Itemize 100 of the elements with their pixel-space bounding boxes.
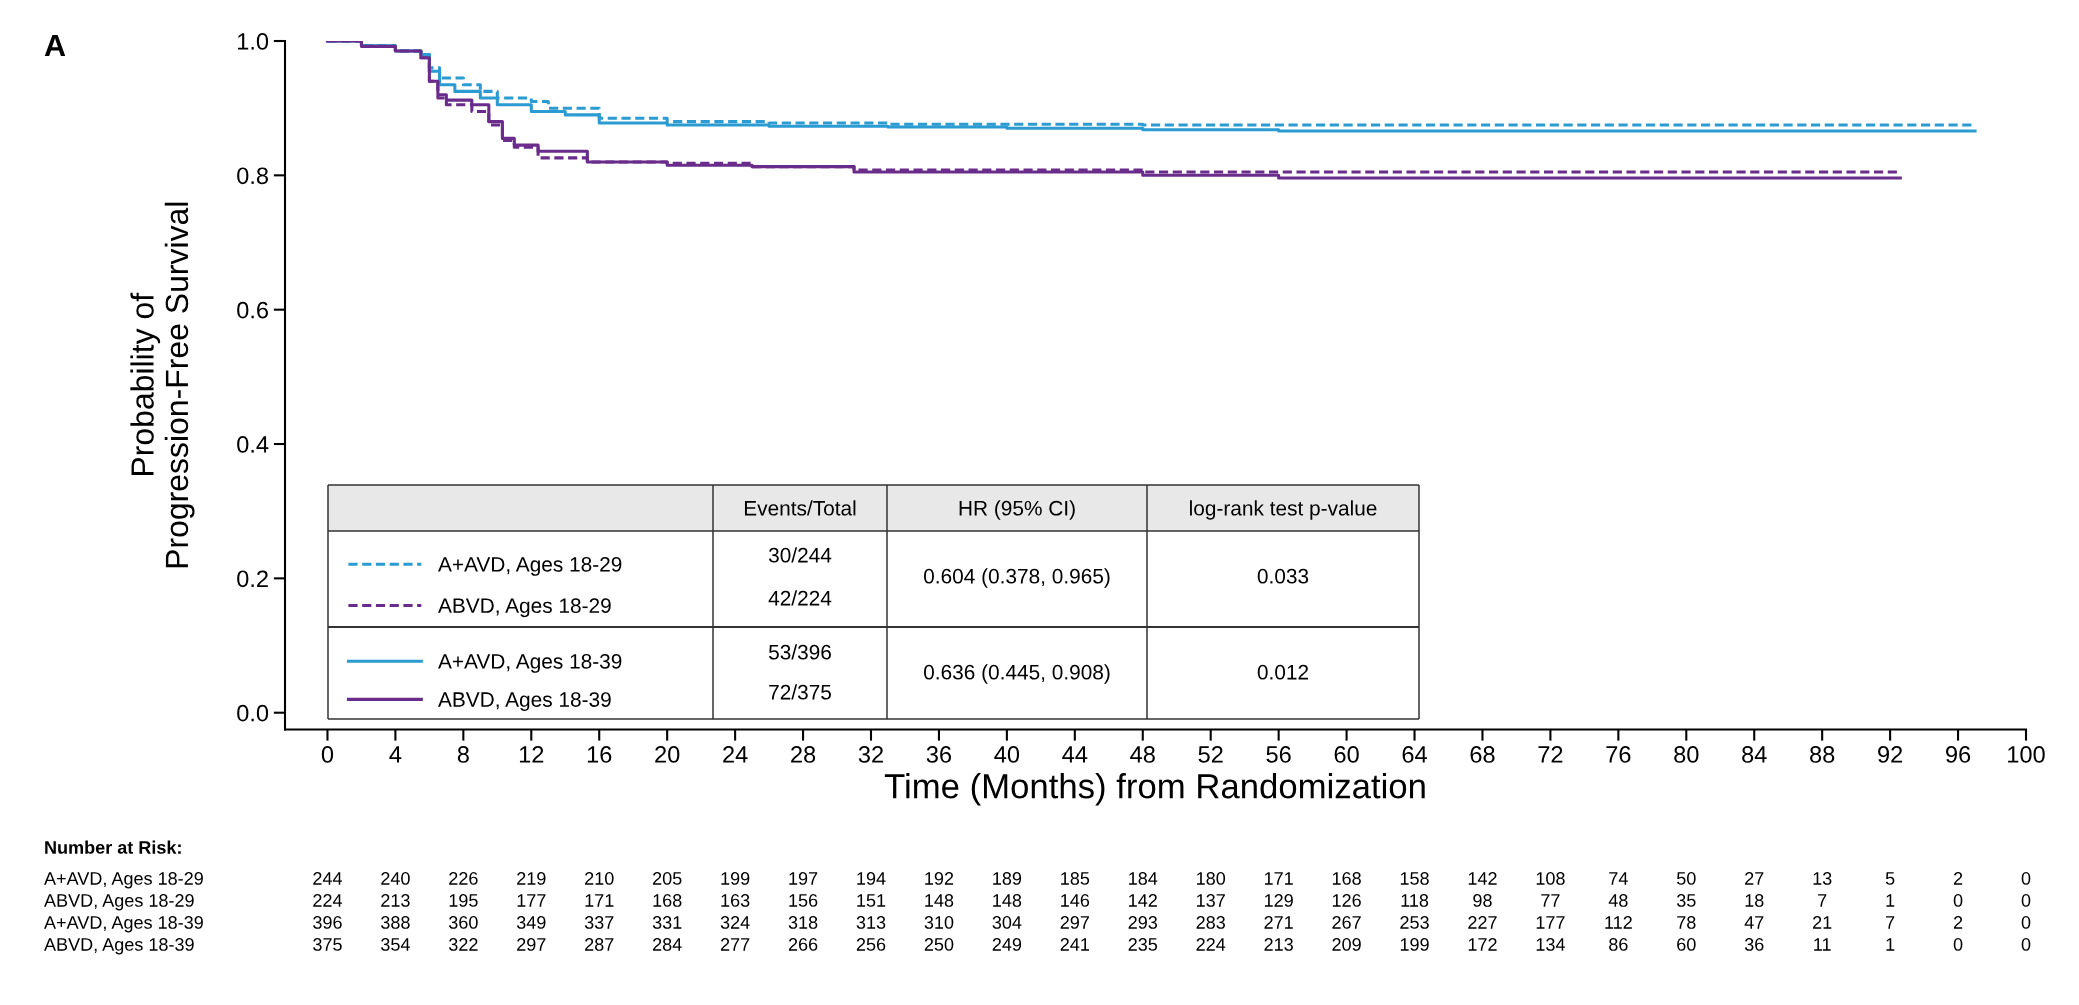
text: 266 <box>788 938 818 951</box>
text: 256 <box>856 938 886 951</box>
text: 219 <box>517 872 546 885</box>
text: 185 <box>1061 872 1090 885</box>
text: 226 <box>449 872 478 885</box>
text: 142 <box>1468 872 1497 885</box>
text: 210 <box>585 872 614 885</box>
text: 197 <box>789 872 818 885</box>
text: 283 <box>1196 916 1225 929</box>
text: 137 <box>1197 894 1225 907</box>
text: 1 <box>1886 938 1895 951</box>
text: Number at Risk: <box>45 840 181 854</box>
text: 253 <box>1400 916 1429 929</box>
text: 199 <box>721 872 750 885</box>
text: 171 <box>1264 872 1293 885</box>
annotation: 72/375 <box>769 684 831 700</box>
text: 0 <box>2021 872 2031 885</box>
text: 36 <box>1744 938 1764 951</box>
text: 126 <box>1332 894 1361 907</box>
x-tick-label: 60 <box>1334 746 1359 763</box>
text: 156 <box>789 894 818 907</box>
text: 21 <box>1813 916 1832 929</box>
x-tick-label: 8 <box>457 746 469 763</box>
x-tick-label: 88 <box>1810 746 1835 763</box>
text: 360 <box>448 916 478 929</box>
text: 213 <box>381 894 410 907</box>
text: 241 <box>1060 938 1089 951</box>
text: 249 <box>992 938 1022 951</box>
text: 199 <box>1400 938 1429 951</box>
x-tick-label: 96 <box>1946 746 1971 763</box>
text: 318 <box>788 916 818 929</box>
x-tick-label: 16 <box>587 746 612 763</box>
annotation: 0.012 <box>1257 664 1309 680</box>
text: 60 <box>1677 938 1696 951</box>
y-tick-label: 0.4 <box>237 436 269 453</box>
text: 284 <box>653 938 682 951</box>
text: 108 <box>1536 872 1565 885</box>
text: 310 <box>924 916 954 929</box>
x-tick-label: 92 <box>1878 746 1903 763</box>
x-tick-label: 100 <box>2008 746 2045 763</box>
legend-label: ABVD, Ages 18-39 <box>438 692 611 712</box>
text: 213 <box>1264 938 1293 951</box>
x-tick-label: 72 <box>1538 746 1563 763</box>
text: 163 <box>721 894 750 907</box>
x-tick-label: 20 <box>655 746 680 763</box>
x-tick-label: 28 <box>791 746 816 763</box>
x-tick-label: 80 <box>1674 746 1699 763</box>
text: 13 <box>1813 872 1832 885</box>
text: 168 <box>1332 872 1361 885</box>
x-tick-label: 40 <box>994 746 1020 763</box>
text: 7 <box>1818 894 1827 907</box>
text: 172 <box>1468 938 1497 951</box>
text: 2 <box>1953 872 1963 885</box>
text: 205 <box>653 872 682 885</box>
text: 287 <box>585 938 614 951</box>
y-axis-title: Probability of Progression-Free Survival <box>130 202 195 568</box>
x-tick-label: 48 <box>1130 746 1155 763</box>
text: 240 <box>381 872 410 885</box>
y-tick-label: 0.6 <box>237 301 268 319</box>
x-axis-title: Time (Months) from Randomization <box>884 773 1425 806</box>
x-tick-label: 64 <box>1402 746 1427 763</box>
text: 349 <box>516 916 546 929</box>
text: 354 <box>381 938 410 951</box>
text: 277 <box>720 938 750 951</box>
annotation: 0.604 (0.378, 0.965) <box>924 568 1110 588</box>
text: 146 <box>1061 894 1090 907</box>
text: 297 <box>1060 916 1089 929</box>
text: 0 <box>2021 938 2031 951</box>
annotation: 53/396 <box>768 644 831 660</box>
text: 375 <box>313 938 342 951</box>
text: 322 <box>448 938 478 951</box>
y-tick-label: 0.0 <box>237 704 269 722</box>
x-tick-label: 76 <box>1606 746 1631 763</box>
text: 224 <box>313 894 342 907</box>
text: 304 <box>992 916 1022 929</box>
x-tick-label: 24 <box>723 746 748 763</box>
text: 267 <box>1332 916 1361 929</box>
text: 148 <box>993 894 1022 907</box>
text: 134 <box>1536 938 1565 951</box>
text: 388 <box>381 916 410 929</box>
x-tick-label: 52 <box>1198 746 1223 763</box>
text: 77 <box>1541 894 1560 907</box>
text: 313 <box>856 916 886 929</box>
text: 171 <box>585 894 614 907</box>
text: 142 <box>1129 894 1157 907</box>
text: 27 <box>1745 872 1764 885</box>
text: 151 <box>857 894 886 907</box>
text: A+AVD, Ages 18-29 <box>44 872 203 889</box>
text: 271 <box>1264 916 1293 929</box>
y-tick-label: 0.8 <box>237 167 268 185</box>
x-tick-label: 68 <box>1470 746 1495 763</box>
text: 227 <box>1468 916 1497 929</box>
text: 98 <box>1473 894 1492 907</box>
text: 324 <box>720 916 750 929</box>
text: 0 <box>1953 894 1963 907</box>
text: 235 <box>1128 938 1158 951</box>
text: 189 <box>993 872 1022 885</box>
text: 224 <box>1196 938 1226 951</box>
text: 194 <box>857 872 886 885</box>
annotation: Events/Total <box>744 500 856 516</box>
